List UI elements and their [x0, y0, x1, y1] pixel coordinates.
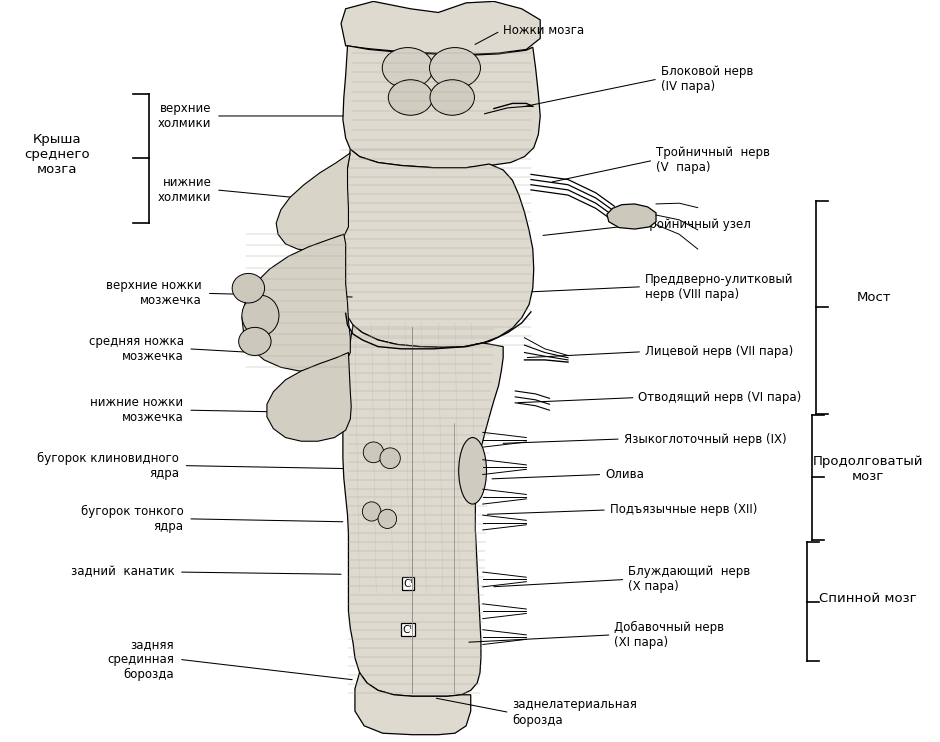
Text: Мост: Мост — [856, 291, 891, 303]
Text: Ножки мозга: Ножки мозга — [503, 24, 585, 37]
Polygon shape — [337, 149, 534, 347]
Text: Блоковой нерв
(IV пара): Блоковой нерв (IV пара) — [661, 65, 753, 93]
Polygon shape — [276, 153, 351, 252]
Text: Cᴵ: Cᴵ — [403, 579, 413, 589]
Text: Лицевой нерв (VII пара): Лицевой нерв (VII пара) — [645, 345, 793, 358]
Polygon shape — [343, 325, 503, 696]
Text: заднелатериальная
борозда: заднелатериальная борозда — [512, 698, 637, 726]
Ellipse shape — [363, 442, 384, 463]
Text: бугорок тонкого
ядра: бугорок тонкого ядра — [81, 505, 183, 533]
Text: Тройничный  нерв
(V  пара): Тройничный нерв (V пара) — [656, 146, 770, 174]
Polygon shape — [267, 352, 352, 441]
Text: нижние ножки
мозжечка: нижние ножки мозжечка — [90, 396, 183, 424]
Polygon shape — [607, 204, 656, 229]
Ellipse shape — [380, 448, 400, 469]
Text: задний  канатик: задний канатик — [70, 565, 174, 579]
Text: бугорок клиновидного
ядра: бугорок клиновидного ядра — [37, 452, 179, 479]
Text: Cᴵᴵ: Cᴵᴵ — [402, 625, 414, 634]
Ellipse shape — [242, 295, 279, 336]
Ellipse shape — [232, 273, 264, 303]
Text: верхние
холмики: верхние холмики — [158, 102, 212, 130]
Ellipse shape — [378, 509, 397, 528]
Polygon shape — [355, 672, 471, 735]
Text: Преддверно-улитковый
нерв (VIII пара): Преддверно-улитковый нерв (VIII пара) — [645, 273, 793, 301]
Text: Спинной мозг: Спинной мозг — [820, 592, 917, 605]
Polygon shape — [341, 1, 540, 55]
Text: Языкоглоточный нерв (IX): Языкоглоточный нерв (IX) — [623, 433, 786, 445]
Text: верхние ножки
мозжечка: верхние ножки мозжечка — [106, 280, 202, 307]
Ellipse shape — [459, 438, 487, 504]
Text: нижние
холмики: нижние холмики — [158, 176, 212, 204]
Ellipse shape — [239, 327, 271, 355]
Ellipse shape — [430, 47, 480, 88]
Text: Крыша
среднего
мозга: Крыша среднего мозга — [24, 133, 89, 176]
Polygon shape — [343, 46, 540, 168]
Ellipse shape — [362, 502, 381, 521]
Ellipse shape — [383, 47, 433, 88]
Text: Подъязычные нерв (XII): Подъязычные нерв (XII) — [610, 504, 757, 516]
Text: Отводящий нерв (VI пара): Отводящий нерв (VI пара) — [638, 391, 802, 404]
Ellipse shape — [430, 79, 475, 115]
Text: Тройничный узел: Тройничный узел — [642, 218, 751, 232]
Polygon shape — [242, 234, 351, 371]
Text: задняя
срединная
борозда: задняя срединная борозда — [107, 637, 174, 681]
Text: Олива: Олива — [605, 468, 644, 481]
Text: Добавочный нерв
(XI пара): Добавочный нерв (XI пара) — [615, 621, 725, 649]
Ellipse shape — [388, 79, 432, 115]
Text: средняя ножка
мозжечка: средняя ножка мозжечка — [88, 335, 183, 363]
Text: Блуждающий  нерв
(X пара): Блуждающий нерв (X пара) — [628, 565, 750, 594]
Text: Продолговатый
мозг: Продолговатый мозг — [813, 455, 923, 482]
